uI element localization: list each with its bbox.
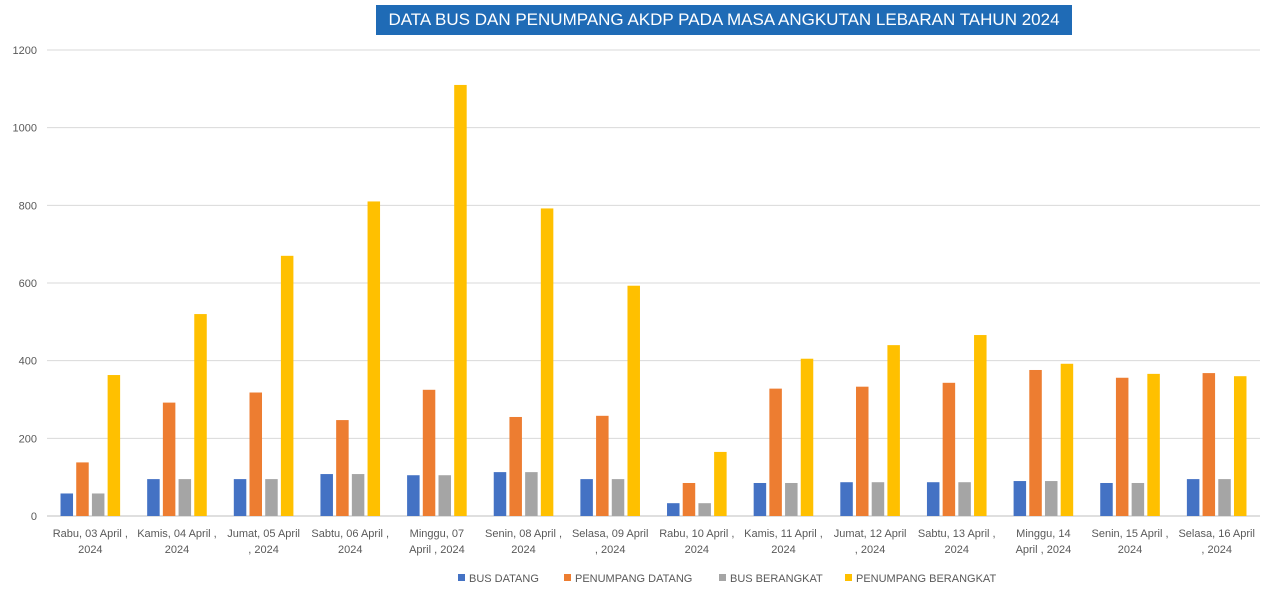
- bars: [60, 84, 1247, 517]
- bar-bus-berangkat: [91, 493, 105, 516]
- legend-item: PENUMPANG DATANG: [564, 573, 692, 585]
- bar-bus-berangkat: [438, 475, 451, 516]
- bar-bus-berangkat: [1131, 482, 1145, 516]
- legend-item: BUS DATANG: [458, 573, 539, 585]
- bar-penumpang-datang: [856, 386, 869, 516]
- x-tick-label: Sabtu, 06 April , 2024: [311, 528, 389, 556]
- legend-item: PENUMPANG BERANGKAT: [845, 573, 996, 585]
- bar-bus-berangkat: [178, 479, 192, 516]
- legend-label: PENUMPANG BERANGKAT: [856, 573, 996, 585]
- bar-bus-datang: [667, 503, 680, 516]
- bar-bus-datang: [493, 472, 507, 516]
- y-tick-label: 200: [19, 433, 37, 445]
- bar-bus-berangkat: [265, 479, 278, 516]
- bar-penumpang-berangkat: [367, 201, 381, 516]
- bar-penumpang-berangkat: [887, 345, 900, 516]
- x-axis-labels: Rabu, 03 April , 2024 Kamis, 04 April , 202…: [53, 528, 1255, 556]
- y-tick-label: 800: [19, 200, 37, 212]
- bar-penumpang-datang: [76, 462, 89, 516]
- bar-bus-datang: [1186, 479, 1200, 516]
- bar-penumpang-datang: [682, 482, 696, 516]
- bar-penumpang-berangkat: [540, 208, 554, 516]
- bar-bus-datang: [753, 482, 767, 516]
- x-tick-label: Jumat, 05 April, 2024: [227, 528, 300, 556]
- bar-bus-datang: [926, 482, 940, 516]
- y-tick-label: 1000: [13, 123, 37, 135]
- legend-label: PENUMPANG DATANG: [575, 573, 692, 585]
- x-tick-label: Kamis, 04 April , 2024: [137, 528, 216, 556]
- x-tick-label: Senin, 15 April , 2024: [1092, 528, 1169, 556]
- bar-bus-datang: [1100, 482, 1113, 516]
- chart-title: DATA BUS DAN PENUMPANG AKDP PADA MASA AN…: [376, 5, 1072, 35]
- bar-penumpang-datang: [422, 389, 436, 516]
- bar-penumpang-berangkat: [1060, 363, 1074, 516]
- bar-penumpang-datang: [769, 388, 782, 516]
- x-tick-label: Selasa, 09 April, 2024: [572, 528, 648, 556]
- x-tick-label: Selasa, 16 April, 2024: [1178, 528, 1254, 556]
- y-tick-label: 0: [31, 511, 37, 523]
- bar-penumpang-berangkat: [1147, 373, 1160, 516]
- legend-item: BUS BERANGKAT: [719, 573, 823, 585]
- bar-bus-datang: [60, 493, 74, 516]
- legend-swatch: [564, 574, 571, 581]
- bar-penumpang-datang: [1029, 369, 1042, 516]
- x-tick-label: Senin, 08 April , 2024: [485, 528, 562, 556]
- bar-bus-datang: [147, 479, 160, 516]
- bar-penumpang-berangkat: [194, 314, 207, 516]
- y-tick-label: 1200: [13, 45, 37, 57]
- y-tick-label: 600: [19, 278, 37, 290]
- legend-swatch: [845, 574, 852, 581]
- bar-penumpang-datang: [162, 402, 176, 516]
- y-tick-label: 400: [19, 356, 37, 368]
- bar-bus-berangkat: [525, 472, 538, 516]
- bar-penumpang-berangkat: [454, 84, 467, 516]
- bar-penumpang-berangkat: [974, 335, 987, 516]
- bar-bus-datang: [320, 474, 333, 516]
- legend: BUS DATANG PENUMPANG DATANG BUS BERANGKAT P…: [458, 573, 996, 585]
- bar-bus-berangkat: [1218, 479, 1231, 516]
- gridlines: [47, 49, 1260, 517]
- x-tick-label: Kamis, 11 April , 2024: [744, 528, 823, 556]
- x-tick-label: Sabtu, 13 April , 2024: [918, 528, 996, 556]
- bar-bus-berangkat: [698, 503, 711, 516]
- legend-swatch: [719, 574, 726, 581]
- x-tick-label: Jumat, 12 April, 2024: [834, 528, 907, 556]
- bar-penumpang-berangkat: [800, 358, 814, 516]
- x-tick-label: Minggu, 14 April , 2024: [1016, 528, 1072, 556]
- bar-bus-berangkat: [611, 479, 625, 516]
- bar-bus-berangkat: [1044, 481, 1058, 516]
- bar-bus-datang: [840, 482, 853, 516]
- bar-penumpang-datang: [942, 382, 956, 516]
- bar-penumpang-berangkat: [1233, 376, 1247, 516]
- bar-penumpang-datang: [1115, 377, 1129, 516]
- bar-bus-datang: [580, 479, 593, 516]
- bar-penumpang-datang: [509, 416, 522, 516]
- legend-label: BUS DATANG: [469, 573, 539, 585]
- bar-bus-berangkat: [351, 474, 365, 516]
- bar-bus-berangkat: [958, 482, 971, 516]
- bar-penumpang-datang: [1202, 373, 1216, 516]
- x-tick-label: Minggu, 07 April , 2024: [409, 528, 465, 556]
- legend-swatch: [458, 574, 465, 581]
- bar-bus-datang: [407, 475, 420, 516]
- x-tick-label: Rabu, 10 April , 2024: [659, 528, 734, 556]
- x-tick-label: Rabu, 03 April , 2024: [53, 528, 128, 556]
- bar-bus-berangkat: [785, 482, 798, 516]
- bar-penumpang-berangkat: [280, 255, 294, 517]
- bar-penumpang-berangkat: [714, 451, 727, 516]
- bar-bus-datang: [1013, 481, 1027, 516]
- bar-penumpang-berangkat: [627, 285, 640, 516]
- bar-bus-berangkat: [871, 482, 885, 516]
- bar-penumpang-datang: [249, 392, 263, 516]
- bar-penumpang-berangkat: [107, 375, 121, 516]
- bar-bus-datang: [233, 479, 247, 516]
- bar-penumpang-datang: [596, 415, 609, 516]
- legend-label: BUS BERANGKAT: [730, 573, 823, 585]
- y-axis-ticks: 0 200 400 600 800 1000 1200: [13, 45, 37, 523]
- bar-penumpang-datang: [336, 420, 349, 516]
